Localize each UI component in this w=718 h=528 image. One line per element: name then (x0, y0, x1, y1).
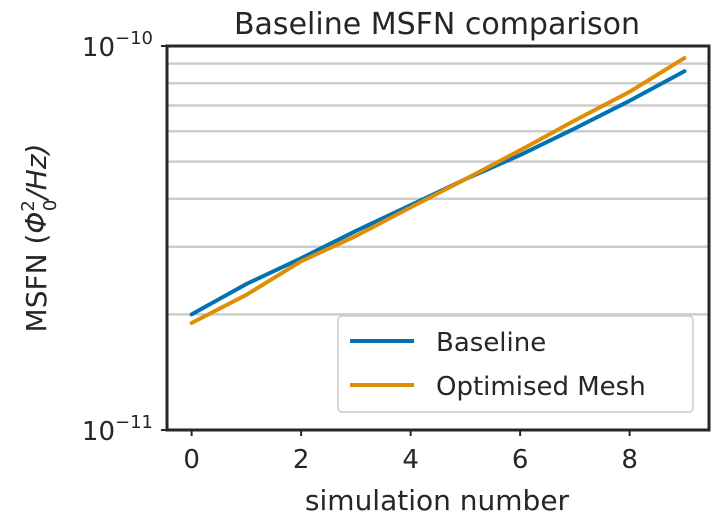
plot-frame (165, 44, 711, 432)
x-tick-label: 4 (402, 445, 419, 475)
grid-lines (167, 62, 709, 316)
chart-title: Baseline MSFN comparison (234, 7, 640, 42)
legend-box (337, 315, 694, 413)
x-tick-label: 0 (183, 445, 200, 475)
x-tick-label: 6 (512, 445, 529, 475)
x-tick-label: 2 (293, 445, 310, 475)
y-tick-label: 10−11 (82, 412, 153, 447)
series-line-optimised-mesh (189, 56, 687, 325)
x-tick-label: 8 (621, 445, 638, 475)
y-axis-label: MSFN (Φ20/Hz) (18, 144, 61, 333)
x-axis-label: simulation number (305, 484, 570, 517)
legend: Baseline Optimised Mesh (337, 315, 694, 413)
y-tick-label: 10−10 (82, 28, 153, 63)
x-axis-ticks: 0 2 4 6 8 (183, 430, 638, 475)
legend-label-baseline: Baseline (436, 328, 546, 358)
y-axis-ticks: 10−11 10−10 (82, 28, 167, 447)
legend-label-optimised-mesh: Optimised Mesh (436, 372, 646, 402)
series-lines (189, 56, 687, 325)
